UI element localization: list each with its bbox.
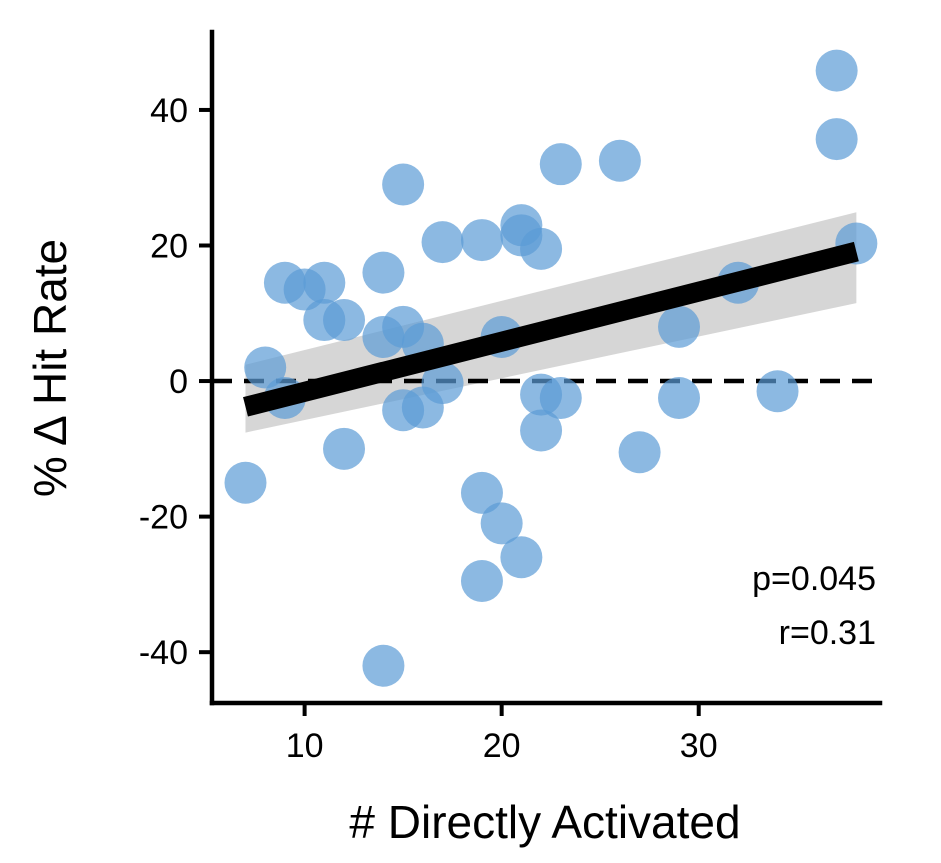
data-point <box>421 221 464 264</box>
data-point <box>658 305 701 348</box>
data-point <box>520 409 563 452</box>
data-point <box>815 118 858 161</box>
x-axis-title: # Directly Activated <box>349 796 740 848</box>
data-point <box>460 471 503 514</box>
data-point <box>382 163 425 206</box>
data-point <box>658 377 701 419</box>
x-tick-label: 30 <box>680 727 718 765</box>
x-tick-label: 20 <box>483 727 521 765</box>
x-tick-label: 10 <box>286 727 324 765</box>
data-point <box>323 299 366 342</box>
data-point <box>618 431 661 474</box>
ticks-layer: 10 20 30 -40 -20 0 20 40 <box>139 92 718 765</box>
data-point <box>460 219 503 262</box>
data-point <box>598 139 641 182</box>
r-value-annotation: r=0.31 <box>779 614 876 652</box>
fit-line-layer <box>243 241 859 417</box>
data-point <box>244 346 287 389</box>
data-point <box>520 227 563 270</box>
data-point <box>460 560 503 602</box>
y-tick-label: -40 <box>139 634 188 672</box>
data-point <box>323 427 366 470</box>
y-axis-title: % Δ Hit Rate <box>24 239 76 497</box>
y-tick-label: 20 <box>150 228 188 266</box>
y-tick-label: 0 <box>169 363 188 401</box>
data-point <box>539 143 582 186</box>
data-point <box>815 49 858 92</box>
y-tick-label: 40 <box>150 92 188 130</box>
p-value-annotation: p=0.045 <box>752 560 876 598</box>
data-point <box>362 644 405 687</box>
data-point <box>756 370 799 413</box>
data-point <box>539 377 582 419</box>
data-point <box>480 502 523 545</box>
data-point <box>362 251 405 294</box>
regression-line <box>243 241 859 417</box>
axes-layer <box>209 29 883 706</box>
data-point <box>303 261 346 304</box>
data-point <box>421 362 464 405</box>
data-point <box>224 461 267 504</box>
y-tick-label: -20 <box>139 499 188 537</box>
data-point <box>500 536 543 579</box>
